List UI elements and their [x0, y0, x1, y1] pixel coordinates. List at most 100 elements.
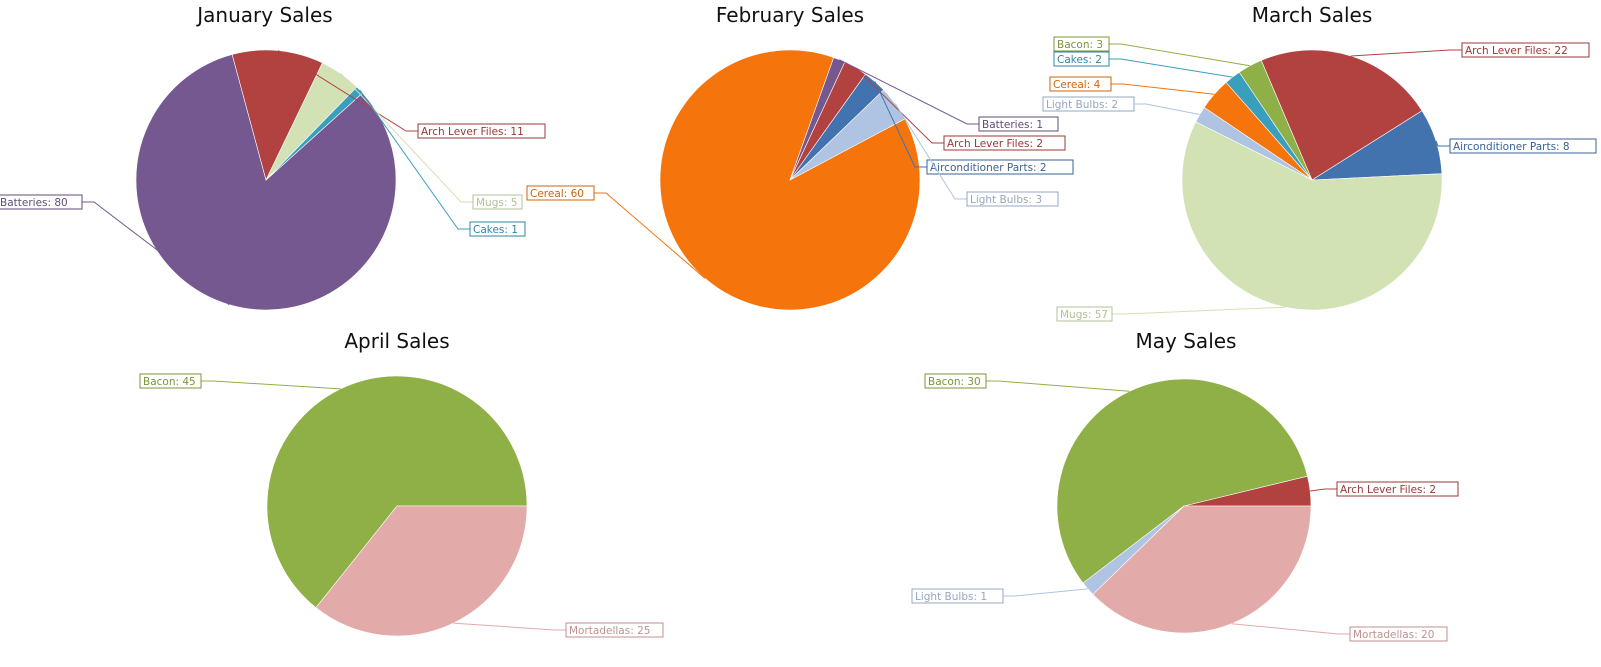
slice-label-light-bulbs: Light Bulbs: 1: [911, 588, 1088, 604]
pie-labels: Arch Lever Files: 22 Airconditioner Parts…: [1042, 36, 1597, 322]
slice-label-text: Cereal: 60: [530, 188, 584, 200]
label-box: [926, 159, 1074, 175]
label-box: [1053, 36, 1110, 52]
label-box: [1049, 76, 1112, 92]
slice-label-bacon: Bacon: 45: [139, 373, 341, 390]
leader-line: [1112, 306, 1286, 315]
leader-line: [594, 192, 706, 279]
leader-line: [201, 380, 341, 390]
label-box: [565, 622, 664, 638]
pie-slices: [135, 49, 397, 311]
slice-label-text: Cakes: 1: [473, 224, 518, 236]
leader-line: [82, 201, 230, 306]
slice-label-arch-lever-files: Arch Lever Files: 22: [1350, 42, 1590, 58]
leader-line: [855, 67, 944, 144]
slice-label-cereal: Cereal: 4: [1049, 76, 1215, 95]
pie-slice-mortadellas[interactable]: [1092, 505, 1312, 634]
slice-label-bacon: Bacon: 3: [1053, 36, 1250, 67]
label-box: [1461, 42, 1590, 58]
leader-line: [1109, 43, 1250, 67]
slice-label-batteries: Batteries: 80: [0, 194, 230, 306]
label-box: [1042, 96, 1135, 112]
pie-slice-mugs[interactable]: [1181, 121, 1443, 311]
leader-line: [874, 81, 927, 168]
slice-label-arch-lever-files: Arch Lever Files: 11: [277, 50, 546, 139]
label-box: [978, 116, 1059, 132]
slice-label-text: Airconditioner Parts: 8: [1453, 141, 1570, 153]
slice-label-bacon: Bacon: 30: [924, 373, 1130, 392]
pie-labels: Batteries: 80 Arch Lever Files: 11 Mugs: 5…: [0, 50, 546, 306]
label-box: [139, 373, 202, 389]
label-box: [1053, 51, 1110, 67]
leader-line: [1350, 49, 1462, 57]
slice-label-text: Airconditioner Parts: 2: [930, 162, 1047, 174]
slice-label-light-bulbs: Light Bulbs: 2: [1042, 96, 1200, 115]
pie-slice-mortadellas[interactable]: [315, 505, 528, 637]
label-box: [417, 123, 546, 139]
slice-label-text: Arch Lever Files: 2: [1340, 484, 1436, 496]
label-box: [943, 135, 1066, 151]
slice-label-text: Bacon: 3: [1057, 39, 1103, 51]
pie-chart-january-sales: January Sales Batteries: 80 Arch Lever Fil…: [0, 3, 546, 311]
pie-slice-bacon[interactable]: [1238, 59, 1313, 181]
slice-label-text: Batteries: 80: [0, 197, 68, 209]
slice-label-mugs: Mugs: 5: [340, 73, 523, 210]
slice-label-text: Light Bulbs: 2: [1046, 99, 1118, 111]
pie-slices: [1181, 49, 1443, 311]
pie-chart-may-sales: May Sales Arch Lever Files: 2 Bacon: 30 Lig…: [911, 329, 1459, 642]
label-box: [1336, 481, 1459, 497]
slice-label-arch-lever-files: Arch Lever Files: 2: [855, 67, 1066, 151]
pie-slices: [659, 49, 921, 311]
pie-slice-arch-lever-files[interactable]: [231, 49, 323, 181]
leader-line: [1310, 488, 1337, 492]
label-box: [1449, 138, 1597, 154]
pie-slice-arch-lever-files[interactable]: [1260, 49, 1423, 181]
slice-label-text: Arch Lever Files: 22: [1465, 45, 1568, 57]
pie-chart-march-sales: March Sales Arch Lever Files: 22 Aircondit…: [1042, 3, 1597, 322]
slice-label-cereal: Cereal: 60: [526, 185, 706, 279]
slice-label-text: Cereal: 4: [1053, 79, 1101, 91]
slice-label-cakes: Cakes: 1: [359, 89, 526, 237]
leader-line: [277, 50, 418, 132]
slice-label-arch-lever-files: Arch Lever Files: 2: [1310, 481, 1459, 497]
slice-label-batteries: Batteries: 1: [839, 59, 1059, 132]
leader-line: [894, 103, 967, 200]
leader-line: [1109, 58, 1233, 78]
slice-label-text: Mugs: 57: [1060, 309, 1108, 321]
leader-line: [453, 622, 566, 631]
label-box: [1349, 626, 1448, 642]
slice-label-mortadellas: Mortadellas: 25: [453, 622, 664, 638]
pie-slice-bacon[interactable]: [1056, 378, 1308, 584]
pie-labels: Bacon: 45 Mortadellas: 25: [139, 373, 664, 638]
label-box: [1056, 306, 1113, 322]
leader-line: [340, 73, 473, 203]
slice-label-text: Mortadellas: 25: [569, 625, 650, 637]
pie-labels: Cereal: 60 Batteries: 1 Arch Lever Files: …: [526, 59, 1074, 279]
slice-label-text: Light Bulbs: 3: [970, 194, 1042, 206]
chart-title: May Sales: [1136, 329, 1237, 353]
slice-label-mugs: Mugs: 57: [1056, 306, 1286, 322]
leader-line: [839, 59, 979, 125]
label-box: [469, 221, 526, 237]
label-box: [966, 191, 1059, 207]
slice-label-text: Mugs: 5: [476, 197, 517, 209]
slice-label-mortadellas: Mortadellas: 20: [1231, 623, 1448, 642]
leader-line: [1231, 623, 1350, 635]
chart-title: March Sales: [1252, 3, 1373, 27]
slice-label-text: Batteries: 1: [982, 119, 1043, 131]
slice-label-text: Bacon: 30: [928, 376, 981, 388]
pie-slices: [1056, 378, 1312, 634]
slice-label-airconditioner-parts: Airconditioner Parts: 2: [874, 81, 1074, 175]
leader-line: [1134, 103, 1200, 115]
slice-label-airconditioner-parts: Airconditioner Parts: 8: [1435, 138, 1597, 154]
label-box: [472, 194, 523, 210]
leader-line: [359, 89, 470, 230]
label-box: [911, 588, 1004, 604]
leader-line: [1111, 83, 1215, 95]
chart-title: February Sales: [716, 3, 864, 27]
slice-label-text: Arch Lever Files: 11: [421, 126, 524, 138]
slice-label-text: Cakes: 2: [1057, 54, 1102, 66]
pie-labels: Arch Lever Files: 2 Bacon: 30 Light Bulbs:…: [911, 373, 1459, 642]
slice-label-text: Bacon: 45: [143, 376, 196, 388]
